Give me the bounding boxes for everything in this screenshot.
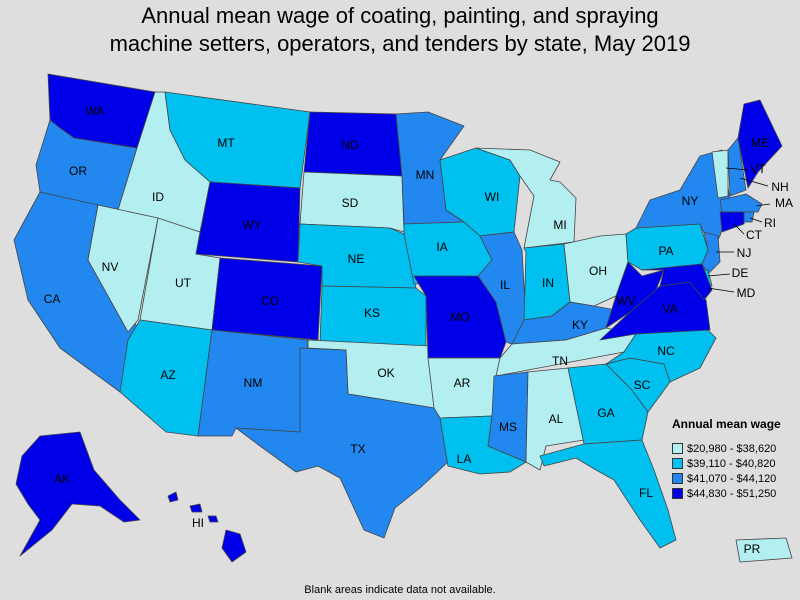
- map-legend: Annual mean wage $20,980 - $38,620 $39,1…: [672, 417, 800, 501]
- state-ct[interactable]: [719, 211, 745, 233]
- state-label-wa: WA: [86, 104, 105, 118]
- state-label-hi: HI: [192, 516, 204, 530]
- state-label-vt: VT: [750, 162, 766, 176]
- state-label-tn: TN: [552, 354, 568, 368]
- state-nv[interactable]: [87, 204, 159, 333]
- map-title: Annual mean wage of coating, painting, a…: [0, 2, 800, 58]
- leader-ri: [749, 217, 763, 223]
- state-fl[interactable]: [539, 439, 677, 549]
- state-label-nj: NJ: [737, 246, 752, 260]
- state-label-mo: MO: [450, 310, 469, 324]
- state-label-mi: MI: [553, 218, 566, 232]
- state-vt[interactable]: [711, 149, 729, 199]
- legend-item-3: $41,070 - $44,120: [672, 471, 800, 486]
- leader-ma: [755, 203, 771, 207]
- state-sd[interactable]: [299, 171, 405, 233]
- state-label-nm: NM: [244, 376, 263, 390]
- state-label-ri: RI: [764, 216, 776, 230]
- state-label-ma: MA: [775, 196, 793, 210]
- state-ms[interactable]: [487, 371, 529, 463]
- state-label-nh: NH: [771, 180, 788, 194]
- state-ma[interactable]: [719, 193, 763, 213]
- state-pr[interactable]: [735, 537, 793, 563]
- state-label-ut: UT: [175, 276, 192, 290]
- leader-md: [707, 287, 735, 293]
- legend-swatch-4: [672, 488, 683, 499]
- state-label-sd: SD: [342, 196, 359, 210]
- state-co[interactable]: [211, 257, 323, 341]
- state-label-ar: AR: [454, 376, 471, 390]
- state-label-co: CO: [261, 294, 279, 308]
- legend-label-4: $44,830 - $51,250: [687, 487, 777, 500]
- state-hi[interactable]: [167, 491, 247, 563]
- state-label-ia: IA: [436, 240, 447, 254]
- leader-nh: [739, 177, 769, 187]
- state-label-md: MD: [737, 286, 756, 300]
- state-label-or: OR: [69, 164, 87, 178]
- state-label-nc: NC: [657, 344, 675, 358]
- state-tx[interactable]: [235, 347, 449, 539]
- state-label-nv: NV: [102, 260, 119, 274]
- state-me[interactable]: [737, 99, 783, 189]
- state-label-sc: SC: [634, 378, 651, 392]
- state-ri[interactable]: [743, 211, 755, 223]
- state-label-ks: KS: [364, 306, 380, 320]
- state-label-ms: MS: [499, 420, 517, 434]
- legend-title: Annual mean wage: [672, 417, 781, 431]
- legend-swatch-3: [672, 473, 683, 484]
- legend-item-1: $20,980 - $38,620: [672, 441, 800, 456]
- state-label-de: DE: [732, 266, 749, 280]
- state-label-in: IN: [542, 276, 554, 290]
- state-label-wy: WY: [242, 218, 261, 232]
- state-label-al: AL: [549, 412, 564, 426]
- state-label-wi: WI: [485, 190, 500, 204]
- state-label-fl: FL: [639, 486, 653, 500]
- state-label-ky: KY: [572, 318, 588, 332]
- state-il[interactable]: [477, 231, 527, 345]
- state-mi[interactable]: [475, 147, 577, 249]
- state-ak[interactable]: [15, 431, 141, 557]
- legend-swatch-1: [672, 443, 683, 454]
- state-label-pr: PR: [744, 542, 761, 556]
- state-label-ak: AK: [54, 472, 70, 486]
- state-label-oh: OH: [589, 264, 607, 278]
- state-label-ca: CA: [44, 292, 61, 306]
- state-label-ga: GA: [597, 406, 614, 420]
- title-line-2: machine setters, operators, and tenders …: [109, 31, 691, 56]
- state-nh[interactable]: [727, 137, 747, 197]
- leader-ct: [733, 223, 745, 235]
- legend-item-2: $39,110 - $40,820: [672, 456, 800, 471]
- legend-label-2: $39,110 - $40,820: [687, 457, 776, 470]
- state-label-pa: PA: [658, 244, 673, 258]
- state-label-ct: CT: [746, 228, 763, 242]
- state-label-la: LA: [457, 452, 472, 466]
- state-label-il: IL: [500, 278, 510, 292]
- state-label-az: AZ: [160, 368, 175, 382]
- state-ks[interactable]: [319, 285, 427, 347]
- state-label-id: ID: [152, 190, 164, 204]
- leader-vt: [725, 167, 749, 171]
- legend-label-3: $41,070 - $44,120: [687, 472, 777, 485]
- state-label-mn: MN: [416, 168, 435, 182]
- state-label-mt: MT: [217, 136, 235, 150]
- state-label-ok: OK: [377, 366, 394, 380]
- leader-de: [707, 273, 731, 277]
- state-label-va: VA: [662, 302, 677, 316]
- state-wv[interactable]: [605, 261, 665, 329]
- state-label-ne: NE: [348, 252, 365, 266]
- legend-item-4: $44,830 - $51,250: [672, 486, 800, 501]
- legend-label-1: $20,980 - $38,620: [687, 442, 777, 455]
- state-label-me: ME: [751, 136, 769, 150]
- state-label-ny: NY: [682, 194, 699, 208]
- state-labels: WA OR CA ID NV UT AZ MT WY CO NM ND SD NE KS OK TX MN IA MO…: [44, 104, 793, 556]
- legend-swatch-2: [672, 458, 683, 469]
- state-md[interactable]: [641, 263, 713, 301]
- state-label-tx: TX: [350, 442, 365, 456]
- footnote: Blank areas indicate data not available.: [304, 584, 496, 596]
- state-label-wv: WV: [616, 294, 635, 308]
- state-label-nd: ND: [341, 138, 359, 152]
- title-line-1: Annual mean wage of coating, painting, a…: [141, 3, 659, 28]
